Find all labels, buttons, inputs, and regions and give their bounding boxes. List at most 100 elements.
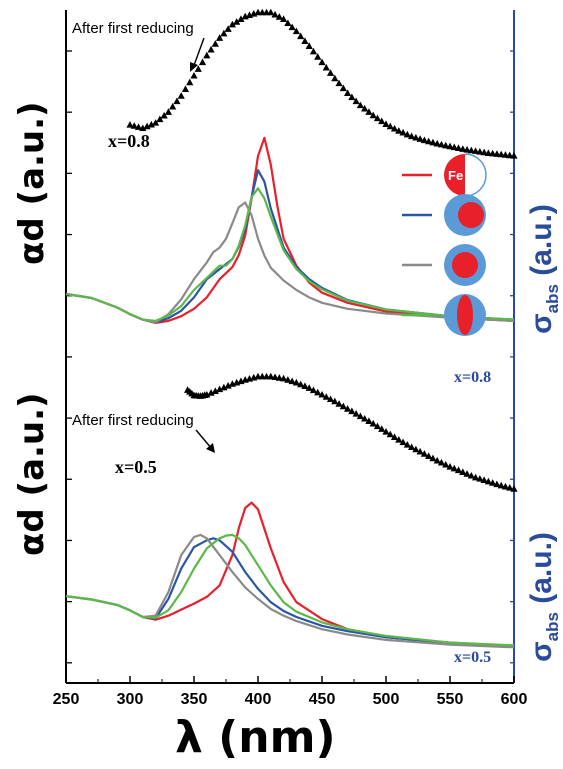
data-marker — [484, 149, 492, 156]
data-marker — [390, 124, 399, 132]
x-tick-label: 350 — [181, 691, 208, 708]
data-marker — [352, 97, 360, 105]
data-marker — [271, 10, 279, 18]
x-value-top-left: x=0.8 — [108, 131, 150, 151]
data-marker — [420, 450, 428, 457]
data-marker — [224, 381, 232, 389]
data-marker — [284, 19, 292, 27]
data-marker — [284, 376, 292, 383]
data-marker — [203, 51, 211, 59]
data-marker — [446, 462, 454, 470]
particle-core — [458, 202, 484, 228]
data-marker — [480, 476, 488, 484]
data-marker — [331, 397, 339, 405]
data-marker — [211, 40, 219, 47]
data-marker — [292, 27, 300, 35]
data-marker — [348, 407, 356, 415]
data-marker — [454, 466, 463, 474]
data-marker — [356, 101, 364, 109]
data-marker — [292, 378, 300, 386]
data-marker — [408, 443, 416, 451]
y-axis-label-bottom: αd (a.u.) — [12, 392, 52, 556]
data-marker — [288, 23, 296, 31]
data-marker — [416, 135, 424, 142]
data-marker — [399, 128, 407, 136]
data-marker — [386, 430, 394, 438]
data-marker — [216, 34, 224, 41]
data-marker — [314, 388, 322, 396]
data-marker — [506, 484, 514, 491]
data-marker — [437, 140, 446, 148]
data-marker — [322, 393, 330, 400]
data-marker — [493, 480, 501, 488]
data-marker — [301, 37, 309, 45]
x-tick-label: 250 — [53, 691, 80, 708]
x-axis-label: λ (nm) — [175, 712, 336, 763]
data-marker — [297, 380, 305, 388]
data-marker — [497, 481, 505, 489]
data-marker — [267, 8, 275, 16]
data-marker — [361, 414, 369, 422]
annotation-top: After first reducing — [72, 20, 194, 37]
data-marker — [373, 114, 382, 122]
arrow-head — [190, 62, 198, 72]
data-marker — [173, 97, 181, 105]
data-marker — [318, 58, 326, 66]
data-marker — [403, 440, 411, 448]
arrow-head — [206, 443, 215, 453]
data-marker — [211, 387, 219, 394]
data-marker — [506, 151, 514, 159]
data-marker — [433, 139, 441, 147]
data-marker — [318, 390, 326, 398]
data-marker — [356, 412, 364, 420]
data-marker — [429, 454, 437, 462]
series-line-bottom-red — [65, 501, 515, 648]
data-marker — [309, 386, 318, 394]
particle-fe-half — [444, 154, 465, 196]
data-marker — [220, 383, 228, 391]
data-marker — [497, 150, 505, 158]
data-marker — [378, 117, 386, 125]
data-marker — [378, 425, 386, 432]
sigma-symbol: σ — [525, 641, 558, 662]
data-marker — [386, 122, 394, 130]
x-tick-label: 500 — [373, 691, 400, 708]
annotation-arrow-bottom — [195, 429, 213, 450]
data-marker — [297, 32, 305, 40]
data-marker — [373, 422, 382, 430]
data-marker — [130, 122, 138, 129]
data-marker — [280, 15, 288, 23]
data-marker — [139, 124, 147, 132]
data-marker — [326, 395, 335, 403]
data-marker — [476, 475, 484, 482]
data-marker — [472, 473, 480, 481]
data-marker — [459, 468, 467, 475]
data-marker — [459, 145, 467, 152]
data-marker — [425, 452, 433, 460]
data-marker — [467, 146, 475, 154]
data-marker — [501, 151, 510, 158]
x-value-bottom-left: x=0.5 — [115, 457, 157, 477]
data-marker — [305, 384, 313, 391]
x-tick-label: 450 — [309, 691, 336, 708]
data-marker — [233, 18, 241, 25]
data-marker — [134, 123, 143, 130]
data-marker — [429, 138, 437, 146]
sigma-abs-label-top: σabs (a.u.) — [525, 199, 563, 339]
data-marker — [275, 13, 283, 20]
annotation-bottom: After first reducing — [72, 412, 194, 429]
data-marker — [143, 122, 151, 130]
data-marker — [403, 130, 411, 138]
data-marker — [305, 42, 313, 49]
x-tick-label: 300 — [117, 691, 144, 708]
data-marker — [412, 133, 420, 141]
series-line-top-blue — [65, 169, 515, 324]
data-marker — [267, 372, 275, 380]
data-marker — [309, 47, 318, 55]
data-marker — [361, 104, 369, 112]
data-marker — [275, 374, 283, 381]
series-group — [65, 8, 518, 649]
data-marker — [369, 419, 377, 427]
sigma-unit: (a.u.) — [525, 532, 558, 604]
